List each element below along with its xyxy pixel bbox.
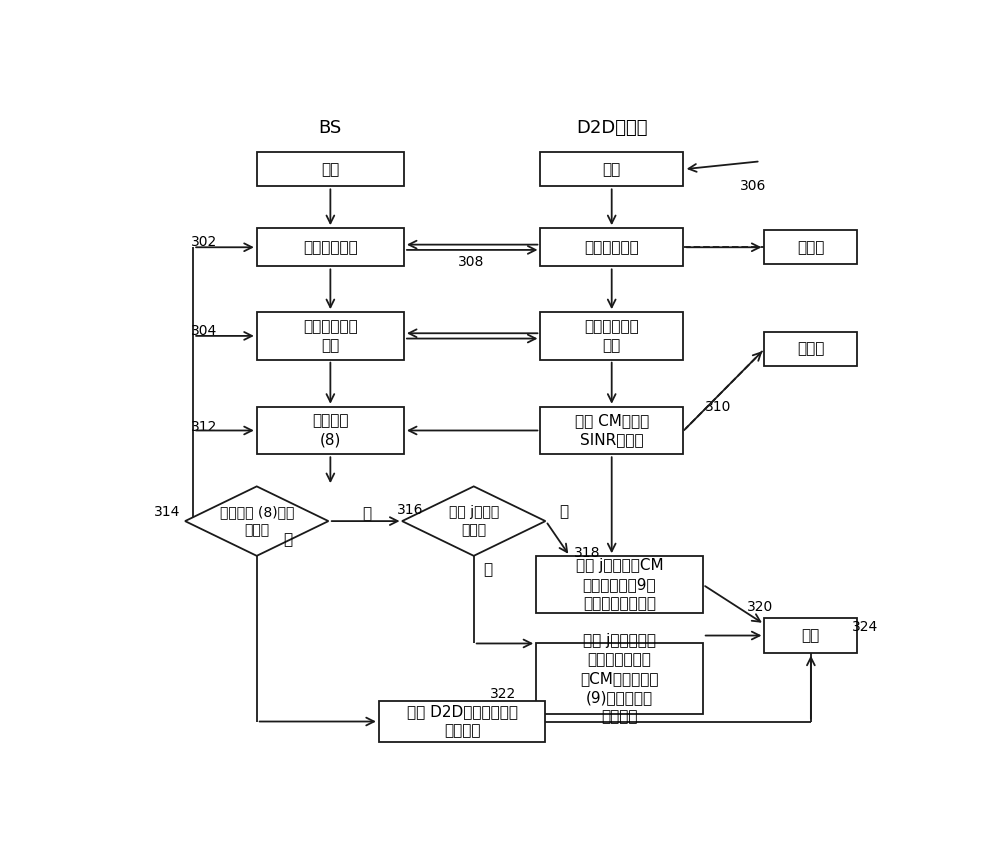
- Text: 314: 314: [154, 505, 180, 519]
- Text: 否: 否: [483, 562, 492, 577]
- FancyBboxPatch shape: [540, 228, 683, 266]
- Text: 开始: 开始: [603, 161, 621, 177]
- FancyBboxPatch shape: [764, 230, 857, 265]
- Text: 开始: 开始: [321, 161, 340, 177]
- Text: 310: 310: [705, 400, 731, 414]
- Text: 324: 324: [852, 620, 878, 634]
- Text: 结束: 结束: [802, 628, 820, 643]
- FancyBboxPatch shape: [536, 557, 703, 612]
- Text: 采用 j値对应的频
谱通利用率最高
的CM并按照公式
(9)的功率条件
进行通信: 采用 j値对应的频 谱通利用率最高 的CM并按照公式 (9)的功率条件 进行通信: [580, 632, 659, 724]
- Text: 对应 j値是否
唯一？: 对应 j値是否 唯一？: [449, 505, 499, 537]
- Polygon shape: [402, 486, 545, 556]
- Text: BS: BS: [319, 119, 342, 137]
- Text: 鈣路层: 鈣路层: [797, 342, 825, 356]
- Text: 304: 304: [191, 325, 217, 338]
- FancyBboxPatch shape: [540, 406, 683, 454]
- Text: 获取 CM对应的
SINR门限値: 获取 CM对应的 SINR门限値: [575, 413, 649, 448]
- Text: 302: 302: [191, 235, 217, 249]
- Text: 308: 308: [458, 255, 485, 269]
- Text: 通知 D2D换用其它上行
频率资源: 通知 D2D换用其它上行 频率资源: [407, 704, 518, 739]
- FancyBboxPatch shape: [379, 701, 545, 742]
- Polygon shape: [185, 486, 328, 556]
- Text: 获取位置信息: 获取位置信息: [303, 240, 358, 255]
- FancyBboxPatch shape: [536, 643, 703, 714]
- FancyBboxPatch shape: [257, 312, 404, 360]
- Text: 322: 322: [490, 686, 516, 701]
- FancyBboxPatch shape: [257, 228, 404, 266]
- Text: 312: 312: [191, 420, 217, 434]
- Text: 306: 306: [740, 179, 766, 192]
- FancyBboxPatch shape: [257, 406, 404, 454]
- Text: 获取位置信息: 获取位置信息: [584, 240, 639, 255]
- Text: 物理层: 物理层: [797, 240, 825, 255]
- Text: 316: 316: [397, 503, 423, 517]
- Text: 判定公式 (8)是否
成立？: 判定公式 (8)是否 成立？: [220, 505, 294, 537]
- Text: 318: 318: [574, 545, 601, 560]
- Text: D2D发送端: D2D发送端: [576, 119, 647, 137]
- FancyBboxPatch shape: [540, 312, 683, 360]
- Text: 是: 是: [362, 506, 371, 521]
- Text: 否: 否: [283, 532, 292, 547]
- Text: 获取信道衰落
因子: 获取信道衰落 因子: [584, 319, 639, 353]
- Text: 采用 j値对应的CM
并按照公式（9）
功率条件进行通信: 采用 j値对应的CM 并按照公式（9） 功率条件进行通信: [576, 557, 663, 612]
- Text: 计算公式
(8): 计算公式 (8): [312, 413, 349, 448]
- Text: 320: 320: [747, 600, 774, 614]
- FancyBboxPatch shape: [257, 152, 404, 186]
- FancyBboxPatch shape: [764, 332, 857, 366]
- FancyBboxPatch shape: [540, 152, 683, 186]
- Text: 获取信道衰落
因子: 获取信道衰落 因子: [303, 319, 358, 353]
- Text: 是: 是: [559, 504, 568, 520]
- FancyBboxPatch shape: [764, 618, 857, 653]
